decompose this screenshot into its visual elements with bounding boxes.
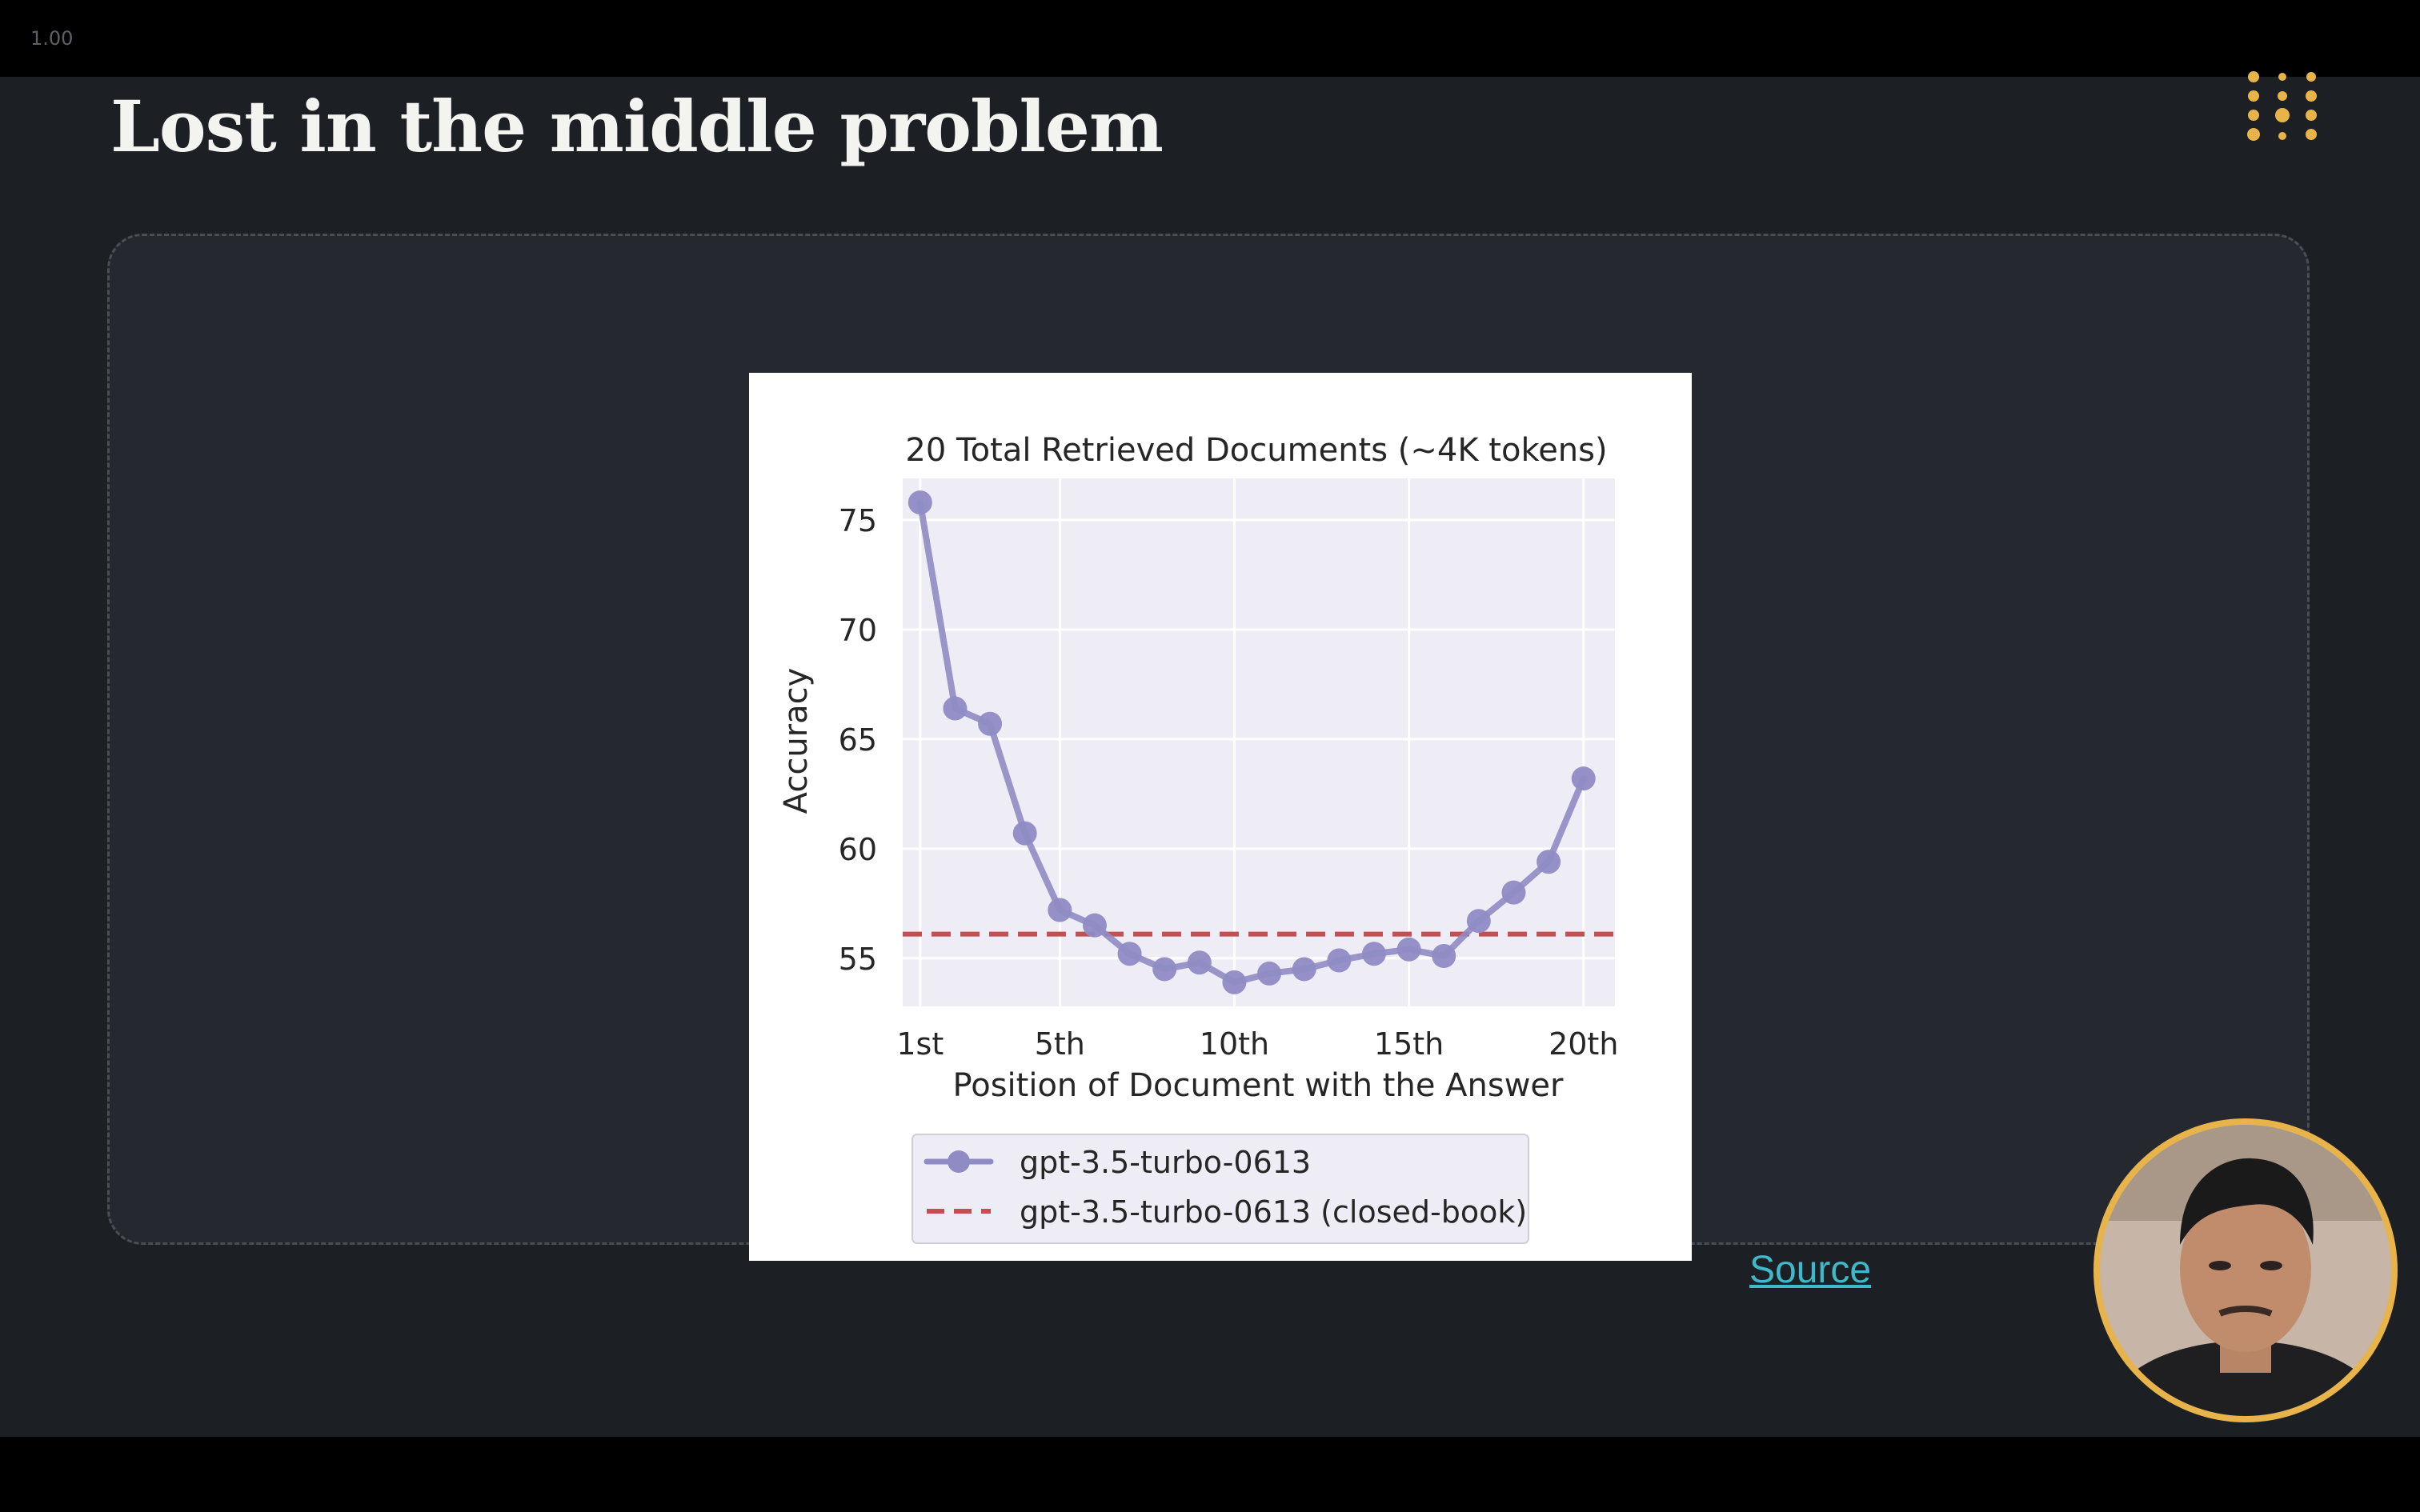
legend-main-label: gpt-3.5-turbo-0613 bbox=[1020, 1145, 1311, 1180]
x-tick-label: 1st bbox=[896, 1026, 944, 1062]
y-tick-label: 55 bbox=[839, 942, 877, 977]
y-tick-label: 75 bbox=[839, 503, 877, 538]
player-bottom-bar bbox=[0, 1437, 2420, 1512]
data-point bbox=[1361, 942, 1386, 966]
data-point bbox=[908, 490, 932, 515]
dot-grid-logo-icon bbox=[2247, 71, 2317, 141]
y-axis-label: Accuracy bbox=[778, 668, 815, 814]
presenter-webcam bbox=[2093, 1118, 2398, 1422]
x-tick-label: 10th bbox=[1200, 1026, 1269, 1062]
data-point bbox=[1292, 957, 1316, 982]
x-tick-label: 5th bbox=[1035, 1026, 1085, 1062]
data-point bbox=[1222, 970, 1247, 994]
data-point bbox=[943, 696, 968, 721]
y-tick-label: 70 bbox=[839, 613, 877, 648]
player-top-bar: 1.00 bbox=[0, 0, 2420, 77]
grid-lines bbox=[903, 478, 1615, 1006]
x-tick-label: 20th bbox=[1549, 1026, 1618, 1062]
chart-card: 20 Total Retrieved Documents (~4K tokens… bbox=[749, 373, 1692, 1261]
legend: gpt-3.5-turbo-0613 gpt-3.5-turbo-0613 (c… bbox=[912, 1134, 1529, 1244]
slide-title: Lost in the middle problem bbox=[110, 85, 1164, 168]
data-point bbox=[1257, 961, 1282, 986]
legend-baseline-label: gpt-3.5-turbo-0613 (closed-book) bbox=[1020, 1194, 1527, 1230]
data-point bbox=[978, 711, 1003, 736]
data-point bbox=[1117, 942, 1142, 966]
data-point bbox=[1082, 913, 1107, 938]
source-link[interactable]: Source bbox=[1749, 1249, 1872, 1291]
x-tick-label: 15th bbox=[1374, 1026, 1444, 1062]
data-point bbox=[1012, 821, 1037, 846]
tick-labels: 55 60 65 70 75 1st 5th 10th 15th 20th bbox=[839, 503, 1619, 1062]
y-tick-label: 60 bbox=[839, 832, 877, 867]
legend-box bbox=[912, 1134, 1529, 1244]
legend-main-swatch-marker bbox=[948, 1150, 970, 1173]
data-point bbox=[1396, 937, 1421, 962]
chart: 20 Total Retrieved Documents (~4K tokens… bbox=[778, 432, 1619, 1244]
x-axis-label: Position of Document with the Answer bbox=[953, 1067, 1564, 1104]
data-point bbox=[1187, 950, 1212, 975]
data-point bbox=[1048, 898, 1072, 922]
presenter-avatar-icon bbox=[2100, 1125, 2391, 1416]
data-point bbox=[1432, 944, 1456, 969]
data-point bbox=[1466, 909, 1491, 934]
data-point bbox=[1327, 948, 1352, 973]
data-point bbox=[1501, 880, 1526, 905]
zoom-level: 1.00 bbox=[30, 27, 74, 50]
plot-area bbox=[903, 478, 1615, 1006]
y-tick-label: 65 bbox=[839, 722, 877, 758]
data-point bbox=[1152, 957, 1177, 982]
data-point bbox=[1571, 766, 1596, 791]
data-point bbox=[1537, 850, 1561, 874]
main-series bbox=[908, 490, 1596, 994]
chart-title: 20 Total Retrieved Documents (~4K tokens… bbox=[905, 432, 1607, 469]
